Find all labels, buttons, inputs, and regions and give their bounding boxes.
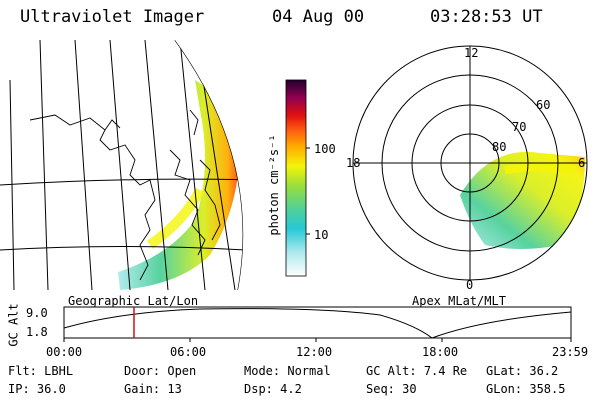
info-mode: Mode: Normal xyxy=(244,364,331,378)
colorbar-tick-10: 10 xyxy=(314,228,329,242)
info-flt: Flt: LBHL xyxy=(8,364,74,378)
colorbar-unit-label: photon cm⁻²s⁻¹ xyxy=(267,134,281,236)
aurora-emission-geo xyxy=(118,80,240,290)
altitude-plot xyxy=(63,306,572,342)
polar-plot xyxy=(352,45,588,281)
colorbar-tick-100: 100 xyxy=(314,142,336,156)
info-glon: GLon: 358.5 xyxy=(486,382,566,396)
time-label: 03:28:53 UT xyxy=(430,7,543,27)
geographic-label: Geographic Lat/Lon xyxy=(68,294,199,308)
info-dsp: Dsp: 4.2 xyxy=(244,382,302,396)
colorbar-gradient xyxy=(285,79,307,277)
mlt-label-12: 12 xyxy=(464,46,479,60)
altitude-axis-title: GC Alt xyxy=(6,303,21,347)
altitude-tick-1-8: 1.8 xyxy=(26,325,48,339)
lat-label-70: 70 xyxy=(512,120,527,134)
altitude-tick-9: 9.0 xyxy=(26,306,48,320)
time-tick-0600: 06:00 xyxy=(170,345,207,359)
colorbar xyxy=(285,79,310,277)
altitude-curve xyxy=(63,308,572,339)
info-seq: Seq: 30 xyxy=(366,382,417,396)
info-gc-alt: GC Alt: 7.4 Re xyxy=(366,364,468,378)
instrument-title: Ultraviolet Imager xyxy=(20,7,205,27)
info-door: Door: Open xyxy=(124,364,197,378)
time-tick-0000: 00:00 xyxy=(46,345,83,359)
lat-label-60: 60 xyxy=(536,98,551,112)
apex-label: Apex MLat/MLT xyxy=(412,294,506,308)
time-tick-1200: 12:00 xyxy=(296,345,333,359)
geographic-map xyxy=(0,40,244,290)
mlt-label-6: 6 xyxy=(578,156,586,170)
lat-label-80: 80 xyxy=(492,140,507,154)
date-label: 04 Aug 00 xyxy=(272,7,365,27)
info-ip: IP: 36.0 xyxy=(8,382,66,396)
info-glat: GLat: 36.2 xyxy=(486,364,559,378)
mlt-label-18: 18 xyxy=(346,156,361,170)
time-tick-2359: 23:59 xyxy=(552,345,589,359)
aurora-emission-polar xyxy=(460,151,585,249)
info-gain: Gain: 13 xyxy=(124,382,182,396)
mlt-label-0: 0 xyxy=(466,278,474,292)
time-tick-1800: 18:00 xyxy=(422,345,459,359)
